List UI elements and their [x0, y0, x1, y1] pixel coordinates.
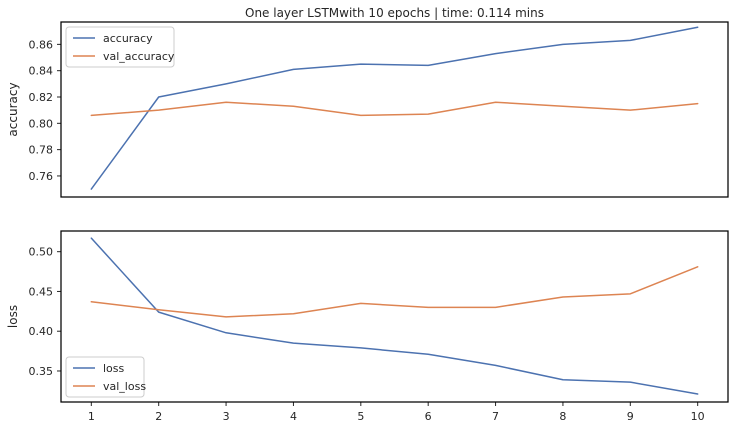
series-line-accuracy	[90, 26, 699, 190]
series-line-val-loss	[90, 266, 699, 318]
y-tick-label: 0.78	[29, 144, 54, 157]
legend-box	[65, 26, 175, 68]
y-tick-label: 0.76	[29, 170, 54, 183]
legend-label: accuracy	[103, 32, 153, 45]
y-tick-label: 0.86	[29, 38, 54, 51]
x-tick-label: 7	[492, 410, 499, 423]
x-tick-label: 8	[559, 410, 566, 423]
legend-label: loss	[103, 362, 125, 375]
y-tick-label: 0.50	[29, 246, 54, 259]
series-line-val-accuracy	[90, 101, 699, 117]
y-axis-label: loss	[6, 305, 20, 328]
legend: accuracy val_accuracy	[65, 26, 175, 68]
legend-label: val_loss	[103, 380, 146, 393]
x-tick-label: 2	[155, 410, 162, 423]
legend-box	[65, 356, 145, 398]
series-line-loss	[90, 237, 699, 395]
y-axis-label: accuracy	[6, 82, 20, 136]
plot-frame	[60, 230, 729, 403]
y-tick-label: 0.82	[29, 91, 54, 104]
y-tick-label: 0.45	[29, 285, 54, 298]
chart-title: One layer LSTMwith 10 epochs | time: 0.1…	[245, 6, 544, 20]
x-tick-label: 3	[223, 410, 230, 423]
x-tick-label: 1	[88, 410, 95, 423]
legend: loss val_loss	[65, 356, 146, 398]
x-tick-label: 5	[357, 410, 364, 423]
x-tick-label: 6	[425, 410, 432, 423]
y-tick-label: 0.40	[29, 325, 54, 338]
x-tick-label: 4	[290, 410, 297, 423]
y-tick-label: 0.35	[29, 365, 54, 378]
y-tick-label: 0.80	[29, 117, 54, 130]
subplot-2: 0.35 0.40 0.45 0.50 1 2 3 4 5 6 7 8 9 10 loss loss val_l…	[6, 230, 729, 423]
plot-frame	[60, 21, 729, 198]
y-tick-label: 0.84	[29, 65, 54, 78]
legend-label: val_accuracy	[103, 50, 175, 63]
x-tick-label: 10	[691, 410, 705, 423]
x-tick-label: 9	[627, 410, 634, 423]
subplot-1: One layer LSTMwith 10 epochs | time: 0.1…	[6, 6, 729, 198]
